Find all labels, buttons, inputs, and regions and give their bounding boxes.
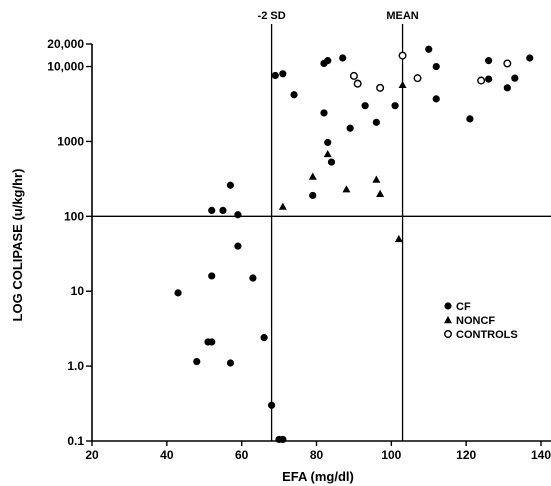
data-point-cf: [391, 102, 399, 110]
x-tick-label: 80: [310, 448, 324, 462]
reference-line-label: -2 SD: [258, 10, 286, 22]
data-point-controls: [398, 51, 407, 60]
data-point-noncf: [308, 172, 317, 180]
data-point-controls: [349, 71, 358, 80]
data-point-cf: [466, 115, 474, 123]
data-point-cf: [174, 289, 182, 297]
data-point-cf: [320, 109, 328, 117]
y-tick-label: 10,000: [47, 60, 84, 74]
data-points: [174, 45, 534, 444]
data-point-cf: [309, 191, 317, 200]
data-point-cf: [271, 71, 279, 80]
x-tick-label: 20: [85, 448, 99, 462]
reference-lines: -2 SD MEAN: [92, 10, 551, 441]
data-point-noncf: [398, 80, 407, 89]
x-tick-label: 60: [235, 448, 249, 462]
data-point-cf: [339, 54, 347, 62]
data-point-cf: [485, 75, 493, 83]
data-point-controls: [353, 79, 362, 88]
data-point-controls: [477, 76, 486, 85]
data-point-noncf: [323, 149, 332, 158]
legend-marker-noncf: [444, 316, 452, 324]
data-point-cf: [432, 62, 440, 71]
x-tick-label: 100: [381, 448, 401, 462]
y-axis-label: LOG COLIPASE (u/kg/hr): [10, 169, 25, 322]
legend-label-noncf: NONCF: [456, 315, 495, 327]
data-point-cf: [226, 359, 235, 367]
x-tick-label: 140: [531, 448, 551, 462]
data-point-cf: [219, 206, 227, 214]
legend-marker-cf: [444, 302, 452, 310]
x-tick-label: 40: [160, 448, 174, 462]
data-point-cf: [511, 74, 519, 82]
legend-label-cf: CF: [456, 301, 471, 313]
data-point-controls: [413, 74, 422, 83]
data-point-cf: [249, 274, 257, 282]
legend-marker-controls: [444, 330, 453, 339]
data-point-noncf: [394, 234, 403, 243]
data-point-cf: [346, 124, 354, 132]
data-point-cf: [432, 95, 440, 103]
y-tick-label: 20,000: [47, 37, 84, 51]
data-point-cf: [425, 45, 433, 53]
data-point-cf: [226, 181, 235, 189]
data-point-cf: [208, 272, 216, 280]
x-tick-label: 120: [456, 448, 476, 462]
axes: 20 40 60 80 100 120 140 0.1 1.0 10 100 1000 10,000 20…: [47, 37, 551, 462]
data-point-cf: [324, 57, 332, 65]
data-point-cf: [324, 138, 332, 147]
data-point-noncf: [278, 202, 287, 210]
y-tick-label: 1.0: [67, 359, 84, 373]
data-point-noncf: [376, 189, 385, 197]
reference-line-label: MEAN: [386, 10, 418, 22]
data-point-cf: [526, 54, 534, 62]
data-point-cf: [234, 211, 242, 219]
legend-label-controls: CONTROLS: [456, 329, 518, 341]
data-point-controls: [503, 59, 512, 68]
y-tick-label: 0.1: [67, 434, 84, 448]
data-point-cf: [503, 84, 511, 92]
x-axis-label: EFA (mg/dl): [282, 469, 354, 484]
data-point-cf: [372, 118, 380, 126]
data-point-noncf: [342, 185, 351, 193]
data-point-cf: [234, 242, 242, 250]
y-tick-label: 1000: [57, 134, 84, 148]
data-point-cf: [290, 91, 298, 99]
y-tick-label: 10: [71, 284, 85, 298]
data-point-controls: [376, 83, 385, 92]
data-point-cf: [208, 206, 216, 214]
data-point-noncf: [372, 175, 381, 183]
data-point-cf: [327, 158, 336, 166]
data-point-cf: [361, 102, 369, 110]
data-point-cf: [260, 334, 268, 342]
data-point-cf: [268, 401, 276, 409]
data-point-cf: [279, 70, 287, 78]
data-point-cf: [279, 435, 287, 444]
data-point-cf: [193, 357, 201, 366]
legend: CF NONCF CONTROLS: [444, 301, 518, 341]
data-point-cf: [208, 338, 216, 346]
data-point-cf: [485, 57, 493, 65]
y-tick-label: 100: [64, 209, 84, 223]
